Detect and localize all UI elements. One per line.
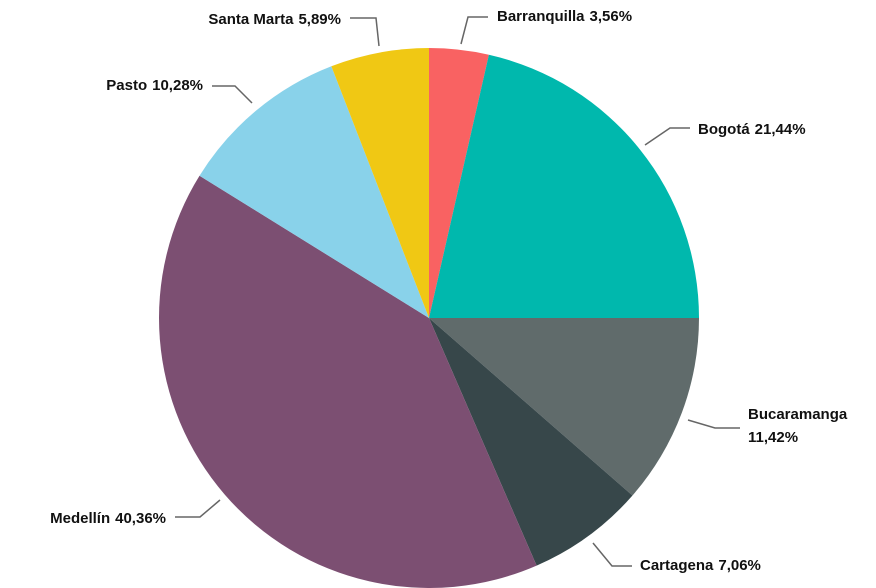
leader-line (592, 542, 632, 567)
pie-slice (429, 54, 699, 319)
value-label: 40,36% (115, 510, 166, 527)
slice-label: Pasto 10,28% (106, 77, 203, 94)
value-label: 11,42% (748, 429, 798, 446)
slice-label: Barranquilla 3,56% (497, 8, 632, 25)
pie-slice (429, 48, 489, 318)
category-name: Pasto (106, 77, 147, 94)
category-name: Bucaramanga (748, 406, 848, 423)
pie-slice (429, 317, 700, 496)
leader-line (350, 17, 380, 47)
leader-line (687, 419, 740, 429)
pie-slice (429, 318, 633, 566)
leader-line (460, 16, 488, 45)
slice-label: Cartagena 7,06% (640, 557, 761, 574)
value-label: 21,44% (755, 121, 806, 138)
slice-label: Bogotá 21,44% (698, 121, 806, 138)
value-label: 7,06% (718, 557, 761, 574)
slice-label: Santa Marta 5,89% (208, 11, 341, 28)
slice-label: Medellín 40,36% (50, 510, 166, 527)
value-label: 3,56% (590, 8, 633, 25)
pie-slice (331, 48, 429, 318)
value-label: 5,89% (298, 11, 341, 28)
category-name: Medellín (50, 510, 110, 527)
leader-line (644, 127, 690, 146)
leader-line (212, 85, 253, 104)
leader-line (175, 499, 221, 518)
pie-slice (159, 175, 537, 588)
category-name: Santa Marta (208, 11, 294, 28)
category-name: Cartagena (640, 557, 714, 574)
value-label: 10,28% (152, 77, 203, 94)
slice-label: Bucaramanga 11,42% (748, 406, 848, 446)
category-name: Barranquilla (497, 8, 585, 25)
pie-slice (199, 66, 429, 318)
category-name: Bogotá (698, 121, 750, 138)
